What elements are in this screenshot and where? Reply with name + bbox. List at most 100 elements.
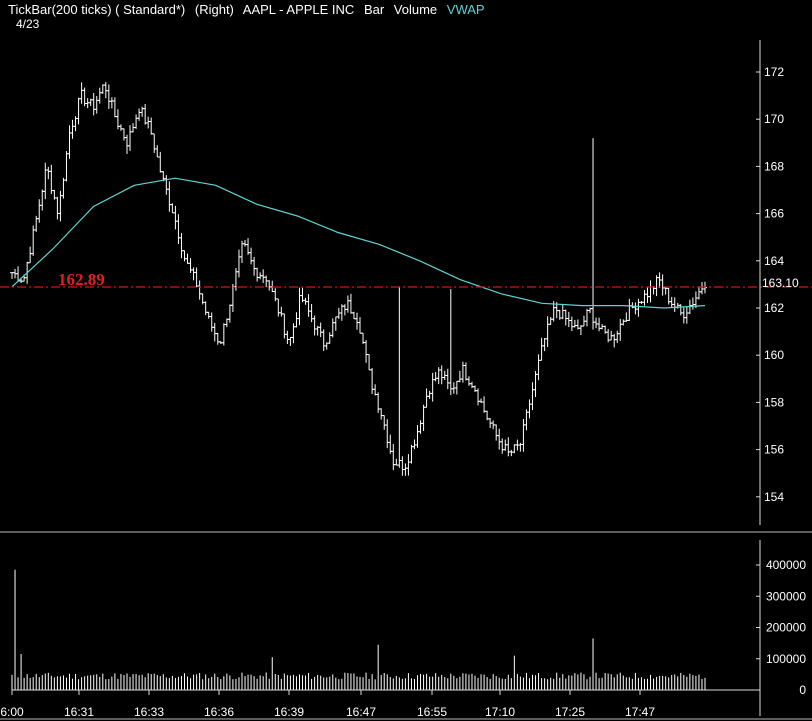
- time-tick-label: 16:39: [274, 705, 304, 719]
- ohlc-bar: [672, 297, 677, 312]
- ohlc-bar: [79, 82, 84, 104]
- ohlc-bar: [109, 97, 114, 109]
- ohlc-bar: [533, 371, 538, 397]
- ohlc-bar: [618, 318, 623, 341]
- time-tick-label: 17:25: [555, 705, 585, 719]
- ohlc-bar: [382, 415, 387, 430]
- ohlc-bar: [412, 439, 417, 450]
- ohlc-bar: [285, 330, 290, 345]
- ohlc-bar: [49, 164, 54, 194]
- ohlc-bar: [615, 330, 620, 343]
- ohlc-bar: [112, 97, 117, 118]
- volume-bars: [11, 569, 706, 690]
- ohlc-bar: [563, 309, 568, 326]
- ohlc-bar: [430, 372, 435, 402]
- price-tick-label: 164: [764, 254, 784, 268]
- ohlc-bar: [252, 256, 257, 276]
- ohlc-bar: [306, 294, 311, 317]
- ohlc-bar: [76, 97, 81, 125]
- ohlc-bar: [621, 319, 626, 326]
- time-tick-label: 16:36: [204, 705, 234, 719]
- price-tick-label: 160: [764, 348, 784, 362]
- ohlc-bar: [318, 322, 323, 338]
- ohlc-bar: [197, 280, 202, 300]
- ohlc-bar: [494, 424, 499, 441]
- ohlc-bar: [591, 138, 596, 330]
- ohlc-bar: [276, 298, 281, 317]
- ohlc-bar: [339, 304, 344, 321]
- ohlc-bar: [70, 119, 75, 139]
- ohlc-bar: [385, 419, 390, 449]
- ohlc-bar: [424, 388, 429, 408]
- ohlc-bar: [454, 380, 459, 395]
- ohlc-bar: [669, 296, 674, 308]
- ohlc-bar: [61, 177, 66, 199]
- ohlc-bar: [230, 283, 235, 313]
- ohlc-bar: [542, 338, 547, 352]
- ohlc-bar: [134, 114, 139, 129]
- ohlc-bar: [46, 166, 51, 180]
- ohlc-bar: [121, 128, 126, 141]
- ohlc-bar: [321, 329, 326, 352]
- ohlc-bar: [137, 108, 142, 121]
- ohlc-bar: [203, 301, 208, 316]
- price-bars: [10, 81, 707, 476]
- ohlc-bar: [427, 390, 432, 399]
- price-tick-label: 168: [764, 159, 784, 173]
- ohlc-bar: [633, 302, 638, 315]
- ohlc-bar: [118, 124, 123, 131]
- study-volume-label: Volume: [393, 2, 438, 17]
- ohlc-bar: [463, 362, 468, 381]
- ohlc-bar: [400, 456, 405, 476]
- ohlc-bar: [270, 280, 275, 293]
- chart-axes: 172 170 168 166 164 162 160 158 156 154 163.10 4000…: [0, 40, 812, 720]
- ohlc-bar: [261, 269, 266, 283]
- time-tick-label: 16:33: [134, 705, 164, 719]
- ohlc-bar: [128, 125, 133, 151]
- ohlc-bar: [391, 444, 396, 471]
- ohlc-bar: [684, 306, 689, 324]
- ohlc-bar: [594, 317, 599, 329]
- ohlc-bar: [466, 376, 471, 386]
- ohlc-bar: [527, 399, 532, 419]
- price-tick-label: 156: [764, 443, 784, 457]
- last-price-label: 163.10: [762, 276, 799, 290]
- ohlc-bar: [627, 298, 632, 321]
- ohlc-bar: [345, 295, 350, 313]
- ohlc-bar: [40, 189, 45, 211]
- chart-type-label: TickBar(200 ticks) ( Standard*): [8, 2, 186, 17]
- reference-line-layer: 162.89: [0, 270, 812, 289]
- volume-tick-label: 100000: [766, 652, 806, 666]
- price-tick-label: 158: [764, 395, 784, 409]
- ohlc-bar: [106, 84, 111, 109]
- ohlc-bar: [55, 196, 60, 220]
- ohlc-bar: [279, 306, 284, 317]
- ohlc-bar: [176, 214, 181, 245]
- ohlc-bar: [678, 304, 683, 316]
- ohlc-bar: [330, 318, 335, 338]
- ohlc-bar: [690, 297, 695, 310]
- ohlc-bar: [327, 332, 332, 344]
- ohlc-bar: [394, 458, 399, 466]
- ohlc-bar: [167, 181, 172, 212]
- ohlc-bar: [43, 162, 48, 200]
- ohlc-bar: [103, 81, 108, 99]
- ohlc-bar: [696, 287, 701, 300]
- ohlc-bar: [379, 408, 384, 420]
- ohlc-bar: [309, 303, 314, 323]
- ohlc-bar: [227, 304, 232, 323]
- ohlc-bar: [536, 354, 541, 381]
- ohlc-bar: [100, 84, 105, 94]
- study-bar-label: Bar: [363, 2, 385, 17]
- ohlc-bar: [421, 404, 426, 432]
- ohlc-bar: [612, 333, 617, 348]
- symbol-label: AAPL - APPLE INC: [242, 2, 355, 17]
- ohlc-bar: [373, 384, 378, 396]
- ohlc-bar: [124, 134, 129, 154]
- volume-tick-label: 300000: [766, 589, 806, 603]
- ohlc-bar: [173, 205, 178, 230]
- ohlc-bar: [146, 116, 151, 129]
- ohlc-bar: [439, 365, 444, 385]
- ohlc-bar: [297, 287, 302, 326]
